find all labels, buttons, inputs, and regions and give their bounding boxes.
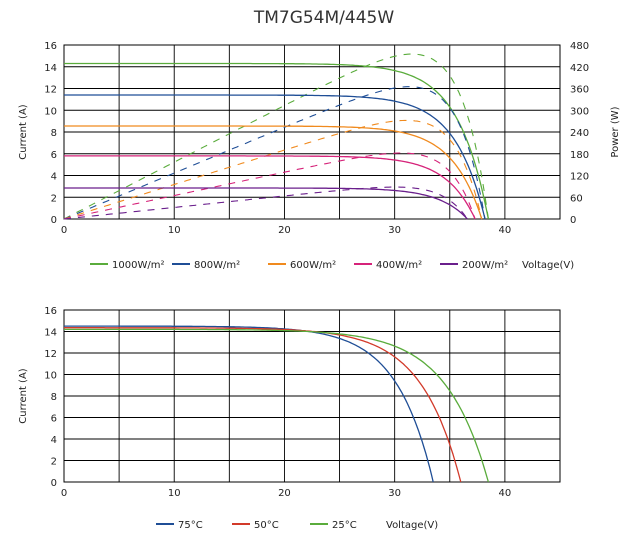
chart2-y-tick-label: 10 — [44, 371, 57, 382]
chart1-legend-label-2: 600W/m² — [290, 260, 336, 271]
chart2-x-tick-label: 10 — [168, 488, 181, 499]
chart2-y-tick-label: 4 — [51, 435, 57, 446]
chart1-iv-curve-2 — [64, 125, 483, 220]
chart1-iv-curve-0 — [64, 62, 490, 220]
chart1-legend-label-1: 800W/m² — [194, 260, 240, 271]
chart1-iv-curve-3 — [64, 155, 476, 220]
chart1-power-curve-4 — [63, 186, 468, 220]
chart1-y-axis-label: Current (A) — [18, 104, 29, 159]
chart1-y2-tick-label: 120 — [570, 172, 589, 183]
chart1-legend-label-4: 200W/m² — [462, 260, 508, 271]
chart1-x-tick-label: 20 — [278, 225, 291, 236]
chart2-x-axis-label: Voltage(V) — [386, 520, 438, 531]
chart1-iv-curve-1 — [64, 94, 486, 220]
chart1-power-curve-3 — [63, 152, 476, 220]
chart-1-irradiance: 0 10 20 30 40 0 2 4 6 8 10 12 14 16 0 60 120 180 240 300 360… — [18, 41, 621, 271]
chart2-y-tick-label: 0 — [51, 478, 57, 489]
chart2-plot-frame — [63, 309, 561, 483]
chart1-x-tick-label: 0 — [61, 225, 67, 236]
chart2-x-tick-label: 30 — [388, 488, 401, 499]
chart-2-temperature: 0 10 20 30 40 0 2 4 6 8 10 12 14 16 Current (A) 75°C 50°… — [18, 306, 561, 531]
chart-title: TM7G54M/445W — [253, 8, 395, 28]
chart2-y-tick-label: 16 — [44, 306, 57, 317]
chart2-legend-label-2: 25°C — [332, 520, 357, 531]
chart1-y-tick-label: 6 — [51, 150, 57, 161]
chart2-y-tick-label: 14 — [44, 328, 57, 339]
chart1-y2-tick-label: 420 — [570, 63, 589, 74]
chart1-y2-tick-label: 180 — [570, 150, 589, 161]
chart2-iv-curve-1 — [64, 327, 462, 483]
chart1-y2-axis-label: Power (W) — [610, 106, 621, 157]
chart1-plot-frame — [63, 44, 561, 220]
chart2-legend-label-0: 75°C — [178, 520, 203, 531]
chart1-y-tick-label: 10 — [44, 106, 57, 117]
chart1-power-curve-0 — [63, 53, 489, 220]
chart1-legend-label-0: 1000W/m² — [112, 260, 164, 271]
chart1-y-tick-label: 8 — [51, 128, 57, 139]
chart2-x-tick-label: 0 — [61, 488, 67, 499]
chart1-x-tick-label: 30 — [388, 225, 401, 236]
chart1-y-tick-label: 16 — [44, 41, 57, 52]
chart2-y-tick-label: 6 — [51, 414, 57, 425]
chart2-y-axis-label: Current (A) — [18, 368, 29, 423]
chart2-y-tick-label: 2 — [51, 457, 57, 468]
chart2-y-tick-label: 8 — [51, 392, 57, 403]
chart2-iv-curve-2 — [64, 328, 490, 483]
chart1-x-tick-label: 40 — [499, 225, 512, 236]
chart1-y-tick-label: 4 — [51, 172, 57, 183]
chart1-y2-tick-label: 480 — [570, 41, 589, 52]
chart1-y-tick-label: 2 — [51, 193, 57, 204]
chart1-y2-tick-label: 300 — [570, 106, 589, 117]
chart1-y-tick-label: 12 — [44, 85, 57, 96]
chart1-x-axis-label: Voltage(V) — [522, 260, 574, 271]
chart1-y2-tick-label: 60 — [570, 193, 583, 204]
chart1-y2-tick-label: 360 — [570, 85, 589, 96]
chart1-power-curve-2 — [63, 119, 483, 220]
chart1-power-curve-1 — [63, 86, 486, 220]
chart1-legend-label-3: 400W/m² — [376, 260, 422, 271]
chart2-legend-label-1: 50°C — [254, 520, 279, 531]
chart1-x-tick-label: 10 — [168, 225, 181, 236]
chart2-x-tick-label: 20 — [278, 488, 291, 499]
chart1-iv-curve-4 — [64, 187, 468, 220]
chart2-iv-curve-0 — [64, 325, 434, 483]
chart2-y-tick-label: 12 — [44, 349, 57, 360]
chart2-x-tick-label: 40 — [499, 488, 512, 499]
chart1-y-tick-label: 14 — [44, 63, 57, 74]
chart1-y2-tick-label: 0 — [570, 215, 576, 226]
chart1-y2-tick-label: 240 — [570, 128, 589, 139]
chart1-y-tick-label: 0 — [51, 215, 57, 226]
